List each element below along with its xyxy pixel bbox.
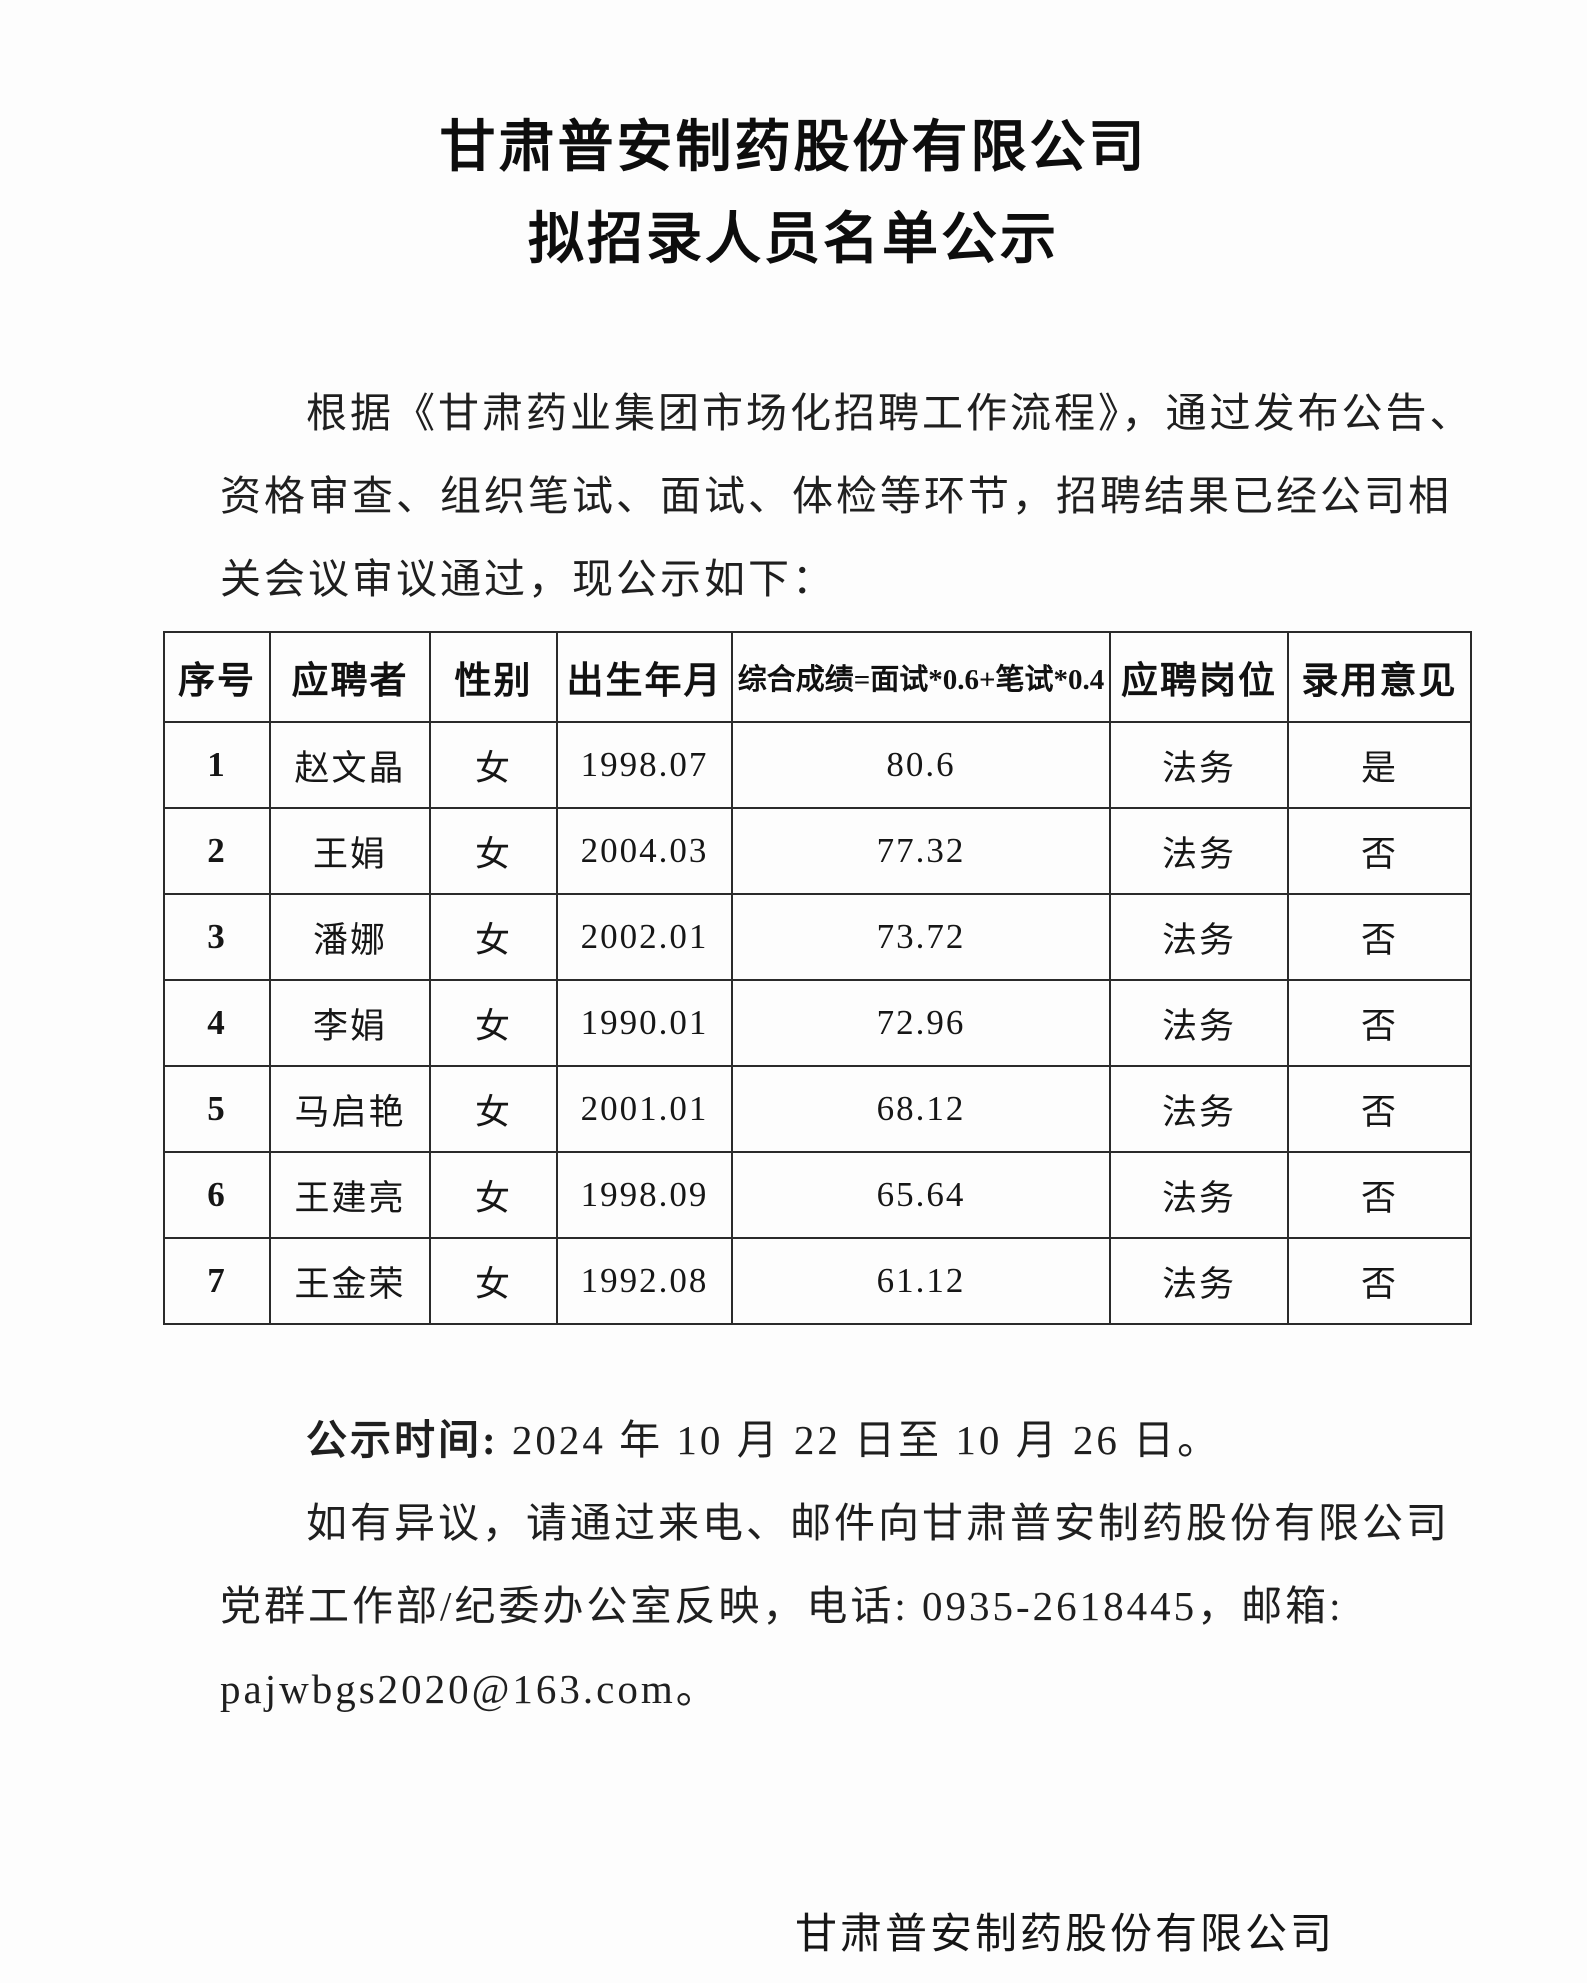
cell-score: 61.12 [731,1237,1111,1325]
signature-block: 甘肃普安制药股份有限公司 2024 年 10 月 21 日 [795,1879,1335,1983]
table-header-row: 序号 应聘者 性别 出生年月 综合成绩=面试*0.6+笔试*0.4 应聘岗位 录… [163,631,1472,723]
cell-score: 65.64 [731,1151,1111,1239]
intro-line-2: 资格审查、组织笔试、面试、体检等环节，招聘结果已经公司相 [220,473,1452,519]
cell-no: 4 [163,979,271,1067]
cell-no: 1 [163,721,271,809]
cell-gender: 女 [429,1065,558,1153]
objection-email-line: pajwbgs2020@163.com。 [220,1666,720,1712]
candidate-table: 序号 应聘者 性别 出生年月 综合成绩=面试*0.6+笔试*0.4 应聘岗位 录… [163,631,1472,1325]
header-score-formula: 综合成绩=面试*0.6+笔试*0.4 [731,631,1111,723]
publicity-label: 公示时间: [306,1417,499,1463]
cell-no: 2 [163,807,271,895]
publicity-period-line: 公示时间: 2024 年 10 月 22 日至 10 月 26 日。 [220,1399,1425,1482]
cell-name: 马启艳 [269,1065,431,1153]
cell-score: 68.12 [731,1065,1111,1153]
cell-birth: 1998.09 [556,1151,733,1239]
objection-line-1: 如有异议，请通过来电、邮件向甘肃普安制药股份有限公司 [306,1500,1450,1546]
header-birth: 出生年月 [556,631,733,723]
cell-name: 赵文晶 [269,721,431,809]
cell-birth: 2002.01 [556,893,733,981]
cell-gender: 女 [429,893,558,981]
cell-decision: 否 [1287,1237,1472,1325]
cell-no: 5 [163,1065,271,1153]
cell-birth: 1998.07 [556,721,733,809]
cell-score: 72.96 [731,979,1111,1067]
table-row: 7 王金荣 女 1992.08 61.12 法务 否 [163,1237,1472,1325]
cell-decision: 是 [1287,721,1472,809]
signature-company: 甘肃普安制药股份有限公司 [794,1912,1335,1958]
header-applicant: 应聘者 [269,631,431,723]
intro-paragraph: 根据《甘肃药业集团市场化招聘工作流程》，通过发布公告、 资格审查、组织笔试、面试… [220,372,1474,621]
table-row: 6 王建亮 女 1998.09 65.64 法务 否 [163,1151,1472,1239]
cell-name: 潘娜 [269,893,431,981]
table-row: 1 赵文晶 女 1998.07 80.6 法务 是 [163,721,1472,809]
cell-birth: 2004.03 [556,807,733,895]
header-position: 应聘岗位 [1109,631,1289,723]
cell-decision: 否 [1287,807,1472,895]
cell-position: 法务 [1109,1065,1289,1153]
intro-line-1: 根据《甘肃药业集团市场化招聘工作流程》，通过发布公告、 [306,390,1474,436]
cell-name: 王金荣 [269,1237,431,1325]
cell-decision: 否 [1287,893,1472,981]
cell-decision: 否 [1287,1065,1472,1153]
cell-no: 7 [163,1237,271,1325]
cell-name: 王建亮 [269,1151,431,1239]
title-line-1: 甘肃普安制药股份有限公司 [439,117,1148,179]
header-decision: 录用意见 [1287,631,1472,723]
header-gender: 性别 [429,631,558,723]
cell-no: 3 [163,893,271,981]
publicity-period: 2024 年 10 月 22 日至 10 月 26 日。 [498,1417,1222,1463]
objection-line-2: 党群工作部/纪委办公室反映，电话: 0935-2618445，邮箱: [220,1583,1344,1629]
cell-position: 法务 [1109,979,1289,1067]
cell-gender: 女 [429,807,558,895]
cell-score: 80.6 [731,721,1111,809]
table-row: 5 马启艳 女 2001.01 68.12 法务 否 [163,1065,1472,1153]
intro-line-3: 关会议审议通过，现公示如下： [220,556,836,602]
table-row: 3 潘娜 女 2002.01 73.72 法务 否 [163,893,1472,981]
cell-birth: 2001.01 [556,1065,733,1153]
cell-no: 6 [163,1151,271,1239]
cell-birth: 1992.08 [556,1237,733,1325]
cell-position: 法务 [1109,807,1289,895]
cell-decision: 否 [1287,1151,1472,1239]
table-row: 2 王娟 女 2004.03 77.32 法务 否 [163,807,1472,895]
cell-gender: 女 [429,1237,558,1325]
cell-gender: 女 [429,721,558,809]
cell-gender: 女 [429,1151,558,1239]
cell-position: 法务 [1109,1237,1289,1325]
cell-position: 法务 [1109,721,1289,809]
table-row: 4 李娟 女 1990.01 72.96 法务 否 [163,979,1472,1067]
cell-decision: 否 [1287,979,1472,1067]
cell-name: 李娟 [269,979,431,1067]
cell-score: 77.32 [731,807,1111,895]
document-title: 甘肃普安制药股份有限公司 拟招录人员名单公示 [0,102,1587,286]
cell-position: 法务 [1109,893,1289,981]
footer-paragraphs: 公示时间: 2024 年 10 月 22 日至 10 月 26 日。 如有异议，… [220,1399,1450,1731]
cell-birth: 1990.01 [556,979,733,1067]
cell-gender: 女 [429,979,558,1067]
cell-name: 王娟 [269,807,431,895]
cell-position: 法务 [1109,1151,1289,1239]
title-line-2: 拟招录人员名单公示 [528,209,1059,271]
header-no: 序号 [163,631,271,723]
cell-score: 73.72 [731,893,1111,981]
